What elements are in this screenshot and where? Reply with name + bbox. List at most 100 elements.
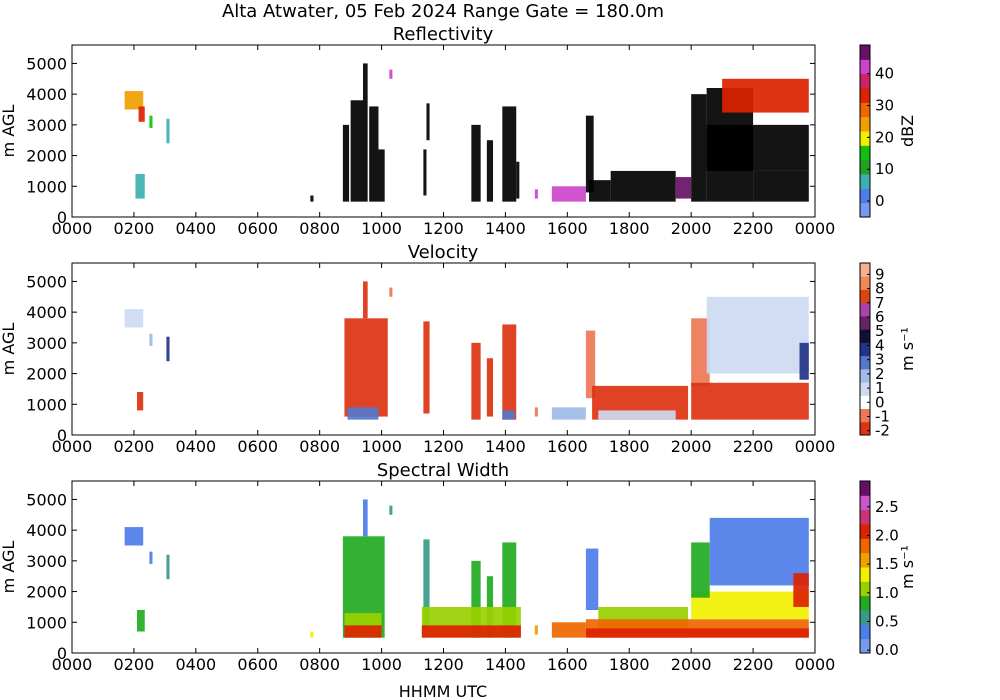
colorbar-tick-label: -1 xyxy=(875,408,890,426)
colorbar-segment xyxy=(860,59,870,75)
data-cell xyxy=(166,336,170,362)
colorbar-tick-label: 1.0 xyxy=(875,584,899,602)
data-cell xyxy=(149,333,153,346)
data-cell xyxy=(423,321,430,414)
data-cell xyxy=(486,358,494,417)
x-tick-label: 1200 xyxy=(423,437,464,456)
colorbar-segment xyxy=(860,624,870,640)
data-cell xyxy=(502,410,515,420)
x-tick-label: 0000 xyxy=(795,437,836,456)
colorbar-tick-label: 1 xyxy=(875,379,885,397)
data-cell xyxy=(124,527,144,546)
colorbar-segment xyxy=(860,481,870,496)
colorbar-segment xyxy=(860,102,870,118)
data-cell xyxy=(389,287,393,297)
data-cell xyxy=(709,517,809,586)
data-cell xyxy=(799,342,809,380)
y-tick-label: 4000 xyxy=(26,303,67,322)
data-cell xyxy=(502,106,517,202)
colorbar-segment xyxy=(860,567,870,582)
x-tick-label: 0600 xyxy=(237,655,278,674)
colorbar-tick-label: 0.5 xyxy=(875,612,899,630)
data-cell xyxy=(691,318,710,386)
colorbar-tick-label: 0.0 xyxy=(875,641,899,659)
data-cell xyxy=(471,124,481,202)
data-cell xyxy=(502,324,517,420)
colorbar-tick-label: 30 xyxy=(875,97,894,115)
data-cell xyxy=(706,296,809,374)
data-cell xyxy=(585,115,594,193)
data-cell xyxy=(551,407,586,420)
data-cell xyxy=(471,560,481,638)
y-tick-label: 4000 xyxy=(26,521,67,540)
x-tick-label: 1200 xyxy=(423,655,464,674)
x-tick-label: 1600 xyxy=(547,437,588,456)
data-cell xyxy=(369,106,379,202)
data-cell xyxy=(363,63,368,202)
data-cells xyxy=(124,63,809,202)
x-tick-label: 1000 xyxy=(361,219,402,238)
colorbar-tick-label: 6 xyxy=(875,308,885,326)
data-cell xyxy=(486,140,494,202)
data-cell xyxy=(389,505,393,515)
y-tick-label: 5000 xyxy=(26,54,67,73)
colorbar-tick-label: 1.5 xyxy=(875,555,899,573)
data-cell xyxy=(421,625,521,638)
data-cell xyxy=(426,103,430,141)
colorbar-tick-label: 5 xyxy=(875,322,885,340)
colorbar-segment xyxy=(860,538,870,554)
data-cell xyxy=(610,170,676,202)
colorbar-tick-label: 20 xyxy=(875,128,894,146)
data-cell xyxy=(585,628,809,638)
y-tick-label: 3000 xyxy=(26,116,67,135)
x-tick-label: 0200 xyxy=(114,219,155,238)
colorbar-segment xyxy=(860,145,870,161)
data-cell xyxy=(124,309,144,328)
data-cell xyxy=(347,407,379,420)
x-tick-label: 0000 xyxy=(52,219,93,238)
colorbar-segment xyxy=(860,509,870,525)
y-axis-label: m AGL xyxy=(0,323,18,376)
colorbar-frame xyxy=(859,44,871,218)
y-tick-label: 2000 xyxy=(26,583,67,602)
data-cell xyxy=(691,382,809,420)
colorbar-frame xyxy=(859,480,871,654)
data-cells xyxy=(124,499,809,638)
data-cell xyxy=(534,189,538,199)
data-cell xyxy=(149,551,153,564)
colorbar-segment xyxy=(860,131,870,146)
colorbar-segment xyxy=(860,289,870,304)
colorbar-label: dBZ xyxy=(898,115,917,147)
data-cell xyxy=(310,195,314,202)
colorbar-tick-label: 4 xyxy=(875,336,885,354)
colorbar-tick-label: -2 xyxy=(875,422,890,440)
data-cell xyxy=(342,124,350,202)
data-cell xyxy=(344,625,382,638)
x-tick-label: 0800 xyxy=(299,219,340,238)
x-tick-label: 1400 xyxy=(485,437,526,456)
colorbar-segment xyxy=(860,45,870,60)
colorbar-segment xyxy=(860,595,870,611)
data-cell xyxy=(551,622,586,638)
data-cell xyxy=(753,170,809,202)
colorbar-frame xyxy=(859,262,871,436)
x-tick-label: 1800 xyxy=(609,437,650,456)
y-tick-label: 3000 xyxy=(26,334,67,353)
x-tick-label: 0600 xyxy=(237,219,278,238)
colorbar-segment xyxy=(860,315,870,330)
y-axis-label: m AGL xyxy=(0,105,18,158)
x-tick-label: 1000 xyxy=(361,655,402,674)
data-cell xyxy=(589,180,611,202)
colorbar-segment xyxy=(860,610,870,625)
data-cell xyxy=(722,78,809,113)
data-cell xyxy=(378,149,385,202)
x-tick-label: 0000 xyxy=(52,437,93,456)
y-tick-label: 1000 xyxy=(26,613,67,632)
x-tick-label: 0400 xyxy=(175,437,216,456)
data-cell xyxy=(706,124,809,171)
panel-title: Velocity xyxy=(408,242,479,263)
y-tick-label: 0 xyxy=(57,208,67,227)
colorbar-segment xyxy=(860,421,870,436)
y-tick-label: 1000 xyxy=(26,177,67,196)
